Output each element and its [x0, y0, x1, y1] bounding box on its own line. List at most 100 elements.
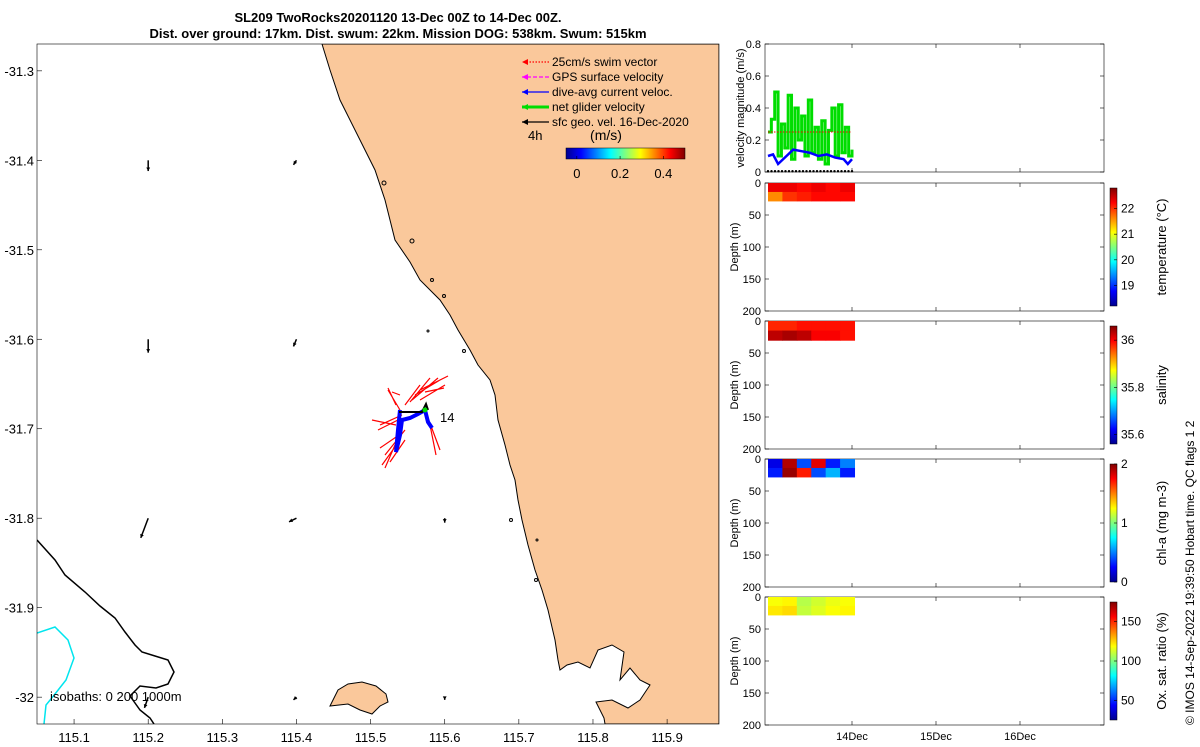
- velocity-sample-dot: [847, 170, 850, 173]
- profile-data-cell: [768, 321, 783, 332]
- colorbar-tick-label: 0: [573, 166, 580, 181]
- legend-arrowhead: [522, 119, 528, 125]
- profile-data-cell: [811, 467, 827, 478]
- profile-y-tick-label: 200: [743, 306, 761, 318]
- colorbar-label: temperature (°C): [1154, 199, 1169, 296]
- profile-y-tick-label: 100: [743, 656, 761, 668]
- map-x-tick-label: 115.2: [132, 730, 164, 745]
- profile-y-tick-label: 50: [749, 210, 761, 222]
- profile-data-cell: [840, 191, 856, 202]
- profile-data-cell: [782, 321, 798, 332]
- profile-data-cell: [825, 605, 841, 616]
- profile-data-cell: [796, 191, 812, 202]
- profile-y-tick-label: 0: [755, 178, 761, 190]
- profile-data-cell: [840, 183, 856, 193]
- map-x-tick-label: 115.5: [355, 730, 387, 745]
- velocity-y-tick-label: 0.8: [746, 39, 761, 51]
- legend-label: dive-avg current veloc.: [552, 85, 673, 99]
- profile-y-tick-label: 150: [743, 688, 761, 700]
- profile-data-cell: [811, 330, 827, 341]
- profile-panel-3: 0 50 100 150 200 Depth (m) 0 1 2 chl-a (mg m-3): [729, 454, 1169, 594]
- profile-data-cell: [840, 467, 856, 478]
- map-y-tick-label: -31.3: [4, 64, 34, 79]
- profile-colorbar: [1109, 187, 1118, 307]
- legend-label: net glider velocity: [552, 100, 645, 114]
- colorbar-tick-label: 0: [1121, 575, 1128, 589]
- profile-data-cell: [811, 183, 827, 193]
- profile-data-cell: [796, 183, 812, 193]
- velocity-sample-dot: [784, 170, 787, 173]
- profile-data-cell: [782, 330, 798, 341]
- map-y-tick-label: -32: [15, 690, 34, 705]
- panel-x-tick-label: 16Dec: [1004, 731, 1036, 743]
- velocity-y-tick-label: 0.6: [746, 71, 761, 83]
- map-x-tick-label: 115.6: [429, 730, 461, 745]
- isobaths-label: isobaths: 0 200 1000m: [50, 689, 182, 704]
- legend-label: GPS surface velocity: [552, 70, 663, 84]
- profile-y-tick-label: 0: [755, 316, 761, 328]
- velocity-sample-dot: [766, 170, 770, 173]
- profile-y-tick-label: 150: [743, 412, 761, 424]
- profile-data-cell: [840, 597, 856, 607]
- geo-vector-head: [146, 167, 151, 172]
- velocity-sample-dot: [773, 170, 777, 173]
- velocity-sample-dot: [836, 170, 840, 173]
- map-y-tick-label: -31.6: [4, 332, 34, 347]
- colorbar-tick-label: 36: [1121, 333, 1135, 347]
- speed-colorbar-ticks: 0 0.2 0.4: [573, 156, 672, 181]
- profile-y-tick-label: 200: [743, 444, 761, 456]
- profile-data-cell: [825, 330, 841, 341]
- velocity-sample-dot: [829, 170, 833, 173]
- map-x-tick-label: 115.9: [651, 730, 683, 745]
- map-x-tick-label: 115.4: [281, 730, 313, 745]
- profile-data-cell: [768, 467, 783, 478]
- map-y-tick-label: -31.7: [4, 422, 34, 437]
- profile-y-label: Depth (m): [729, 361, 741, 410]
- velocity-sample-dot: [787, 170, 791, 173]
- map-x-tick-label: 115.8: [577, 730, 609, 745]
- profile-axes-frame: [764, 596, 1105, 726]
- velocity-sample-dot: [850, 170, 854, 173]
- velocity-y-tick-label: 0.4: [746, 103, 761, 115]
- profile-data-cell: [768, 459, 783, 469]
- profile-data-cell: [768, 183, 783, 193]
- speed-colorbar: [565, 147, 686, 160]
- profile-data-cell: [811, 191, 827, 202]
- profile-y-label: Depth (m): [729, 637, 741, 686]
- geo-vector-head: [293, 342, 297, 347]
- profile-data-cell: [811, 597, 827, 607]
- velocity-sample-dot: [794, 170, 798, 173]
- profile-data-cell: [782, 191, 798, 202]
- velocity-y-tick-label: 0: [755, 167, 761, 179]
- colorbar-label: salinity: [1154, 365, 1169, 405]
- map-panel: 115.1 115.2 115.3 115.4 115.5 115.6 115.7 115.8…: [4, 43, 720, 745]
- map-y-tick-label: -31.4: [4, 153, 34, 168]
- velocity-sample-dot: [808, 170, 812, 173]
- profile-data-cell: [840, 459, 856, 469]
- profile-data-cell: [782, 467, 798, 478]
- panel-x-tick-label: 14Dec: [836, 731, 868, 743]
- profile-y-tick-label: 50: [749, 624, 761, 636]
- profile-y-tick-label: 100: [743, 380, 761, 392]
- velocity-sample-dot: [840, 170, 843, 173]
- map-x-tick-label: 115.7: [503, 730, 535, 745]
- profile-data-cell: [796, 459, 812, 469]
- profile-data-cell: [811, 321, 827, 332]
- colorbar-tick-label: 21: [1121, 227, 1135, 241]
- profile-data-cell: [825, 191, 841, 202]
- velocity-sample-dot: [798, 170, 801, 173]
- profile-colorbar: [1109, 325, 1118, 445]
- profile-y-tick-label: 200: [743, 720, 761, 732]
- dive-avg-current-track: [394, 406, 434, 453]
- profile-data-cell: [840, 321, 856, 332]
- geo-vector-head: [442, 519, 447, 523]
- profile-data-cell: [782, 597, 798, 607]
- figure-title-line1: SL209 TwoRocks20201120 13-Dec 00Z to 14-…: [234, 10, 562, 25]
- map-x-axis: 115.1 115.2 115.3 115.4 115.5 115.6 115.7 115.8…: [58, 719, 683, 745]
- series-net-velocity: [768, 90, 854, 166]
- profile-y-tick-label: 100: [743, 242, 761, 254]
- profile-data-cell: [825, 321, 841, 332]
- profile-data-cell: [768, 605, 783, 616]
